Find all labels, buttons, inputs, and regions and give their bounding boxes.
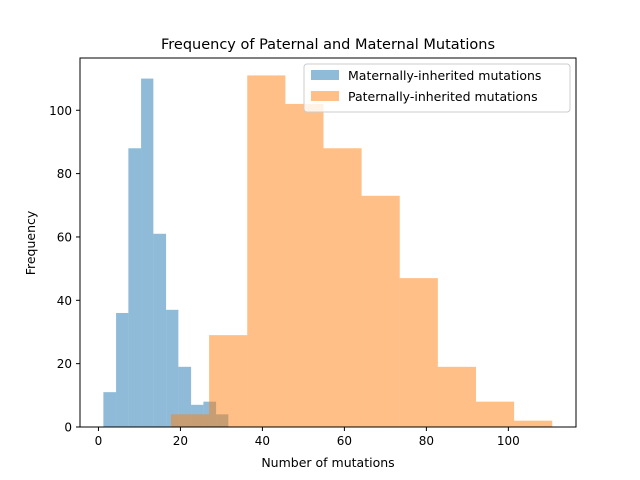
- histogram-bar: [437, 366, 476, 427]
- legend-label: Paternally-inherited mutations: [348, 89, 538, 104]
- y-tick-label: 60: [57, 230, 72, 244]
- histogram-bar: [475, 401, 515, 427]
- series-2-bars: [171, 75, 553, 428]
- histogram-bar: [399, 278, 438, 427]
- histogram-bar: [171, 414, 210, 427]
- x-tick-label: 80: [419, 434, 434, 448]
- histogram-bar: [514, 420, 553, 427]
- histogram-bar: [323, 148, 362, 427]
- y-tick-label: 40: [57, 294, 72, 308]
- legend-swatch: [311, 91, 339, 101]
- histogram-bar: [166, 309, 179, 427]
- histogram-bar: [209, 335, 248, 427]
- legend-box: [303, 63, 571, 113]
- series-1-bars: [103, 78, 229, 427]
- legend-label: Maternally-inherited mutations: [348, 68, 541, 83]
- legend-swatch: [311, 70, 339, 80]
- y-tick-label: 0: [64, 421, 72, 435]
- x-tick-label: 100: [497, 434, 520, 448]
- chart-title: Frequency of Paternal and Maternal Mutat…: [161, 37, 495, 53]
- histogram-bar: [103, 392, 117, 427]
- x-axis-label: Number of mutations: [261, 455, 394, 470]
- x-tick-label: 60: [337, 434, 352, 448]
- plot-area-frame: [79, 57, 577, 428]
- histogram-bar: [141, 78, 154, 427]
- x-axis: 0 20 40 60 80 100: [95, 427, 520, 448]
- histogram-bar: [285, 103, 324, 428]
- y-tick-label: 80: [57, 167, 72, 181]
- y-tick-label: 20: [57, 357, 72, 371]
- y-axis-label: Frequency: [23, 210, 38, 275]
- histogram-bar: [128, 148, 142, 427]
- histogram-bar: [153, 233, 167, 427]
- histogram-bar: [178, 366, 192, 427]
- x-tick-label: 0: [95, 434, 103, 448]
- histogram-bar: [247, 75, 286, 428]
- bars-layer: [103, 75, 553, 428]
- x-tick-label: 40: [255, 434, 270, 448]
- y-tick-label: 100: [49, 104, 72, 118]
- legend: Maternally-inherited mutations Paternally…: [303, 63, 571, 113]
- histogram-bar: [361, 195, 400, 427]
- histogram-bar: [116, 312, 129, 427]
- y-axis: 0 20 40 60 80 100: [49, 104, 80, 435]
- x-tick-label: 20: [173, 434, 188, 448]
